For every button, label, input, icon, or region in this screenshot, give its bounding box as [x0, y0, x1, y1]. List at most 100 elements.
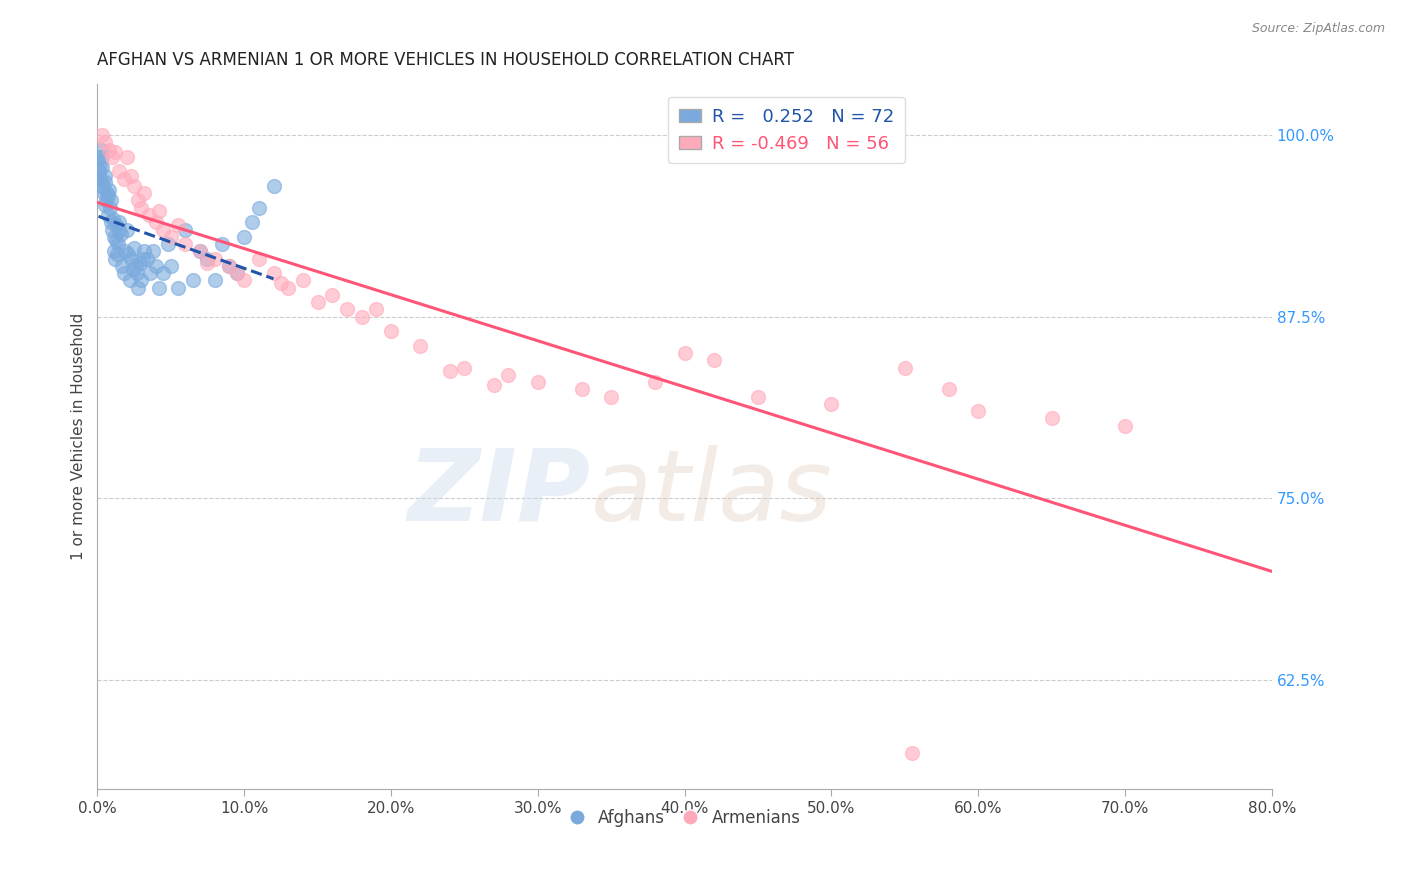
Point	[134, 244, 156, 259]
Point	[571, 383, 593, 397]
Point	[89, 171, 111, 186]
Point	[104, 145, 127, 160]
Legend: Afghans, Armenians: Afghans, Armenians	[561, 803, 807, 834]
Point	[380, 324, 402, 338]
Point	[104, 233, 127, 247]
Point	[527, 375, 550, 389]
Point	[101, 222, 124, 236]
Point	[127, 280, 149, 294]
Point	[188, 244, 211, 259]
Point	[703, 353, 725, 368]
Point	[159, 229, 181, 244]
Point	[104, 252, 127, 266]
Point	[366, 302, 388, 317]
Point	[247, 201, 270, 215]
Point	[321, 288, 343, 302]
Point	[122, 241, 145, 255]
Point	[107, 222, 129, 236]
Point	[225, 266, 247, 280]
Point	[105, 218, 128, 232]
Point	[197, 256, 219, 270]
Point	[127, 194, 149, 208]
Point	[152, 266, 174, 280]
Point	[97, 189, 120, 203]
Point	[103, 229, 125, 244]
Point	[101, 212, 124, 227]
Point	[118, 273, 141, 287]
Point	[901, 746, 924, 760]
Point	[90, 128, 112, 142]
Point	[152, 222, 174, 236]
Point	[91, 178, 114, 193]
Point	[115, 150, 138, 164]
Point	[145, 215, 167, 229]
Point	[894, 360, 917, 375]
Point	[247, 252, 270, 266]
Point	[263, 178, 285, 193]
Point	[120, 252, 142, 266]
Point	[100, 194, 122, 208]
Point	[120, 169, 142, 183]
Point	[131, 201, 153, 215]
Point	[204, 273, 226, 287]
Point	[98, 183, 121, 197]
Point	[131, 273, 153, 287]
Point	[114, 244, 136, 259]
Point	[159, 259, 181, 273]
Text: AFGHAN VS ARMENIAN 1 OR MORE VEHICLES IN HOUSEHOLD CORRELATION CHART: AFGHAN VS ARMENIAN 1 OR MORE VEHICLES IN…	[97, 51, 794, 69]
Point	[96, 194, 118, 208]
Point	[263, 266, 285, 280]
Point	[938, 383, 960, 397]
Point	[167, 218, 190, 232]
Point	[291, 273, 314, 287]
Point	[108, 164, 131, 178]
Point	[270, 277, 292, 291]
Point	[94, 175, 117, 189]
Point	[93, 169, 115, 183]
Point	[218, 259, 240, 273]
Point	[132, 252, 155, 266]
Point	[89, 157, 111, 171]
Point	[156, 237, 179, 252]
Point	[96, 186, 118, 201]
Point	[233, 273, 256, 287]
Point	[350, 310, 373, 324]
Point	[91, 160, 114, 174]
Point	[967, 404, 990, 418]
Point	[673, 346, 696, 360]
Point	[139, 266, 162, 280]
Point	[482, 378, 505, 392]
Point	[107, 237, 129, 252]
Point	[188, 244, 211, 259]
Point	[94, 198, 117, 212]
Point	[148, 203, 170, 218]
Y-axis label: 1 or more Vehicles in Household: 1 or more Vehicles in Household	[72, 313, 86, 560]
Point	[117, 247, 139, 261]
Point	[87, 150, 110, 164]
Point	[112, 171, 135, 186]
Point	[121, 261, 143, 276]
Point	[115, 222, 138, 236]
Point	[98, 201, 121, 215]
Point	[87, 164, 110, 178]
Point	[100, 215, 122, 229]
Point	[644, 375, 666, 389]
Point	[747, 390, 769, 404]
Point	[111, 259, 134, 273]
Point	[93, 186, 115, 201]
Point	[204, 252, 226, 266]
Point	[439, 363, 461, 377]
Point	[112, 266, 135, 280]
Point	[211, 237, 233, 252]
Point	[600, 390, 623, 404]
Point	[174, 237, 197, 252]
Point	[90, 178, 112, 193]
Point	[233, 229, 256, 244]
Text: ZIP: ZIP	[408, 444, 591, 541]
Point	[105, 247, 128, 261]
Point	[148, 280, 170, 294]
Point	[181, 273, 204, 287]
Point	[110, 227, 132, 241]
Point	[125, 266, 148, 280]
Point	[336, 302, 359, 317]
